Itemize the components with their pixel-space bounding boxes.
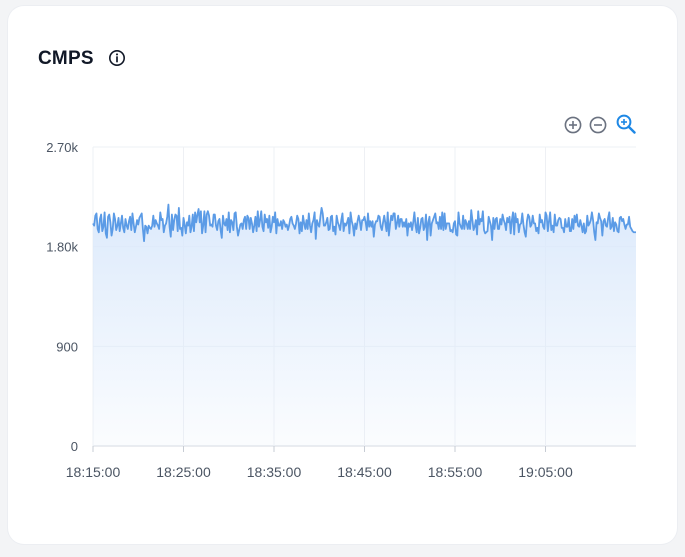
card-title: CMPS [38,48,94,69]
chart-card: CMPS [8,6,677,544]
zoom-in-icon[interactable] [562,114,584,136]
magnifier-zoom-icon[interactable] [615,113,637,135]
zoom-out-icon[interactable] [587,114,609,136]
info-circle-icon[interactable] [108,49,126,67]
